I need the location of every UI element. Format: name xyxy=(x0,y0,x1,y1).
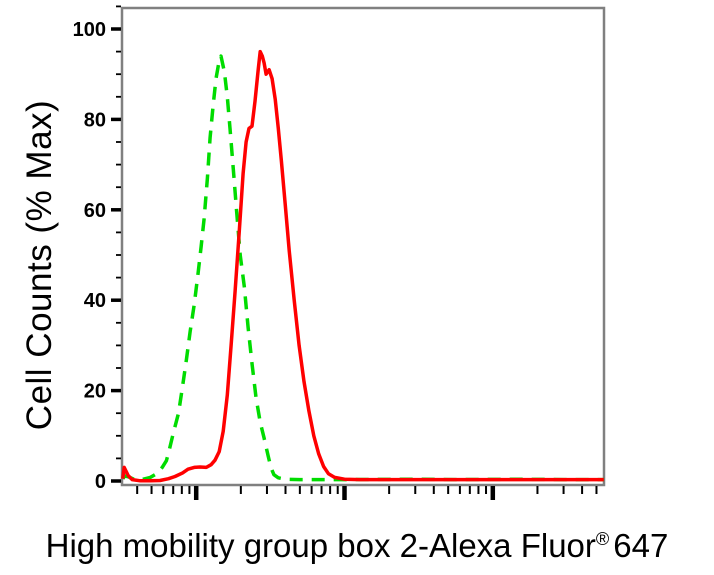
y-tick-label: 100 xyxy=(73,19,106,41)
y-tick-label: 0 xyxy=(95,471,106,493)
y-tick-label: 60 xyxy=(84,200,106,222)
plot-frame xyxy=(120,6,606,487)
y-tick-label: 40 xyxy=(84,290,106,312)
sample-curve xyxy=(121,49,604,483)
registered-trademark-icon: ® xyxy=(595,529,610,549)
control-curve xyxy=(121,54,604,482)
x-axis-title-text: High mobility group box 2-Alexa Fluor xyxy=(45,527,596,564)
y-tick-label: 20 xyxy=(84,381,106,403)
x-axis-title-number: 647 xyxy=(613,527,669,564)
x-axis-title: High mobility group box 2-Alexa Fluor® 64… xyxy=(0,527,714,565)
y-tick-label: 80 xyxy=(84,109,106,131)
